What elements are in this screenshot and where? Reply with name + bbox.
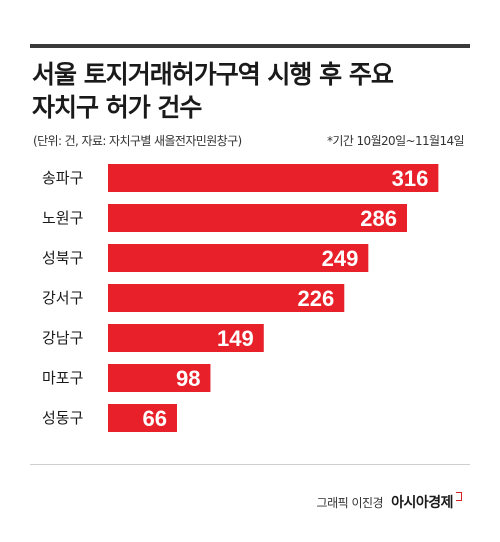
bar: [108, 284, 345, 312]
bar: [108, 244, 369, 272]
category-label: 성북구: [42, 249, 83, 267]
bottom-rule: [30, 464, 470, 465]
period-note: *기간 10월20일~11월14일: [327, 134, 465, 148]
source-note: (단위: 건, 자료: 자치구별 새올전자민원창구): [33, 134, 242, 148]
category-label: 마포구: [42, 369, 83, 387]
value-label: 286: [360, 206, 397, 231]
title-line-2: 자치구 허가 건수: [32, 93, 202, 122]
value-label: 316: [392, 166, 429, 191]
value-label: 98: [176, 366, 200, 391]
category-label: 송파구: [42, 169, 83, 187]
value-label: 149: [217, 326, 254, 351]
value-label: 226: [298, 286, 335, 311]
top-rule: [30, 44, 470, 48]
chart-title: 서울 토지거래허가구역 시행 후 주요 자치구 허가 건수: [32, 58, 472, 124]
bar: [108, 204, 407, 232]
brand-mark-icon: [456, 491, 462, 501]
bar: [108, 404, 177, 432]
category-label: 노원구: [42, 209, 83, 227]
credit-brand: 아시아경제: [391, 495, 453, 511]
bar: [108, 364, 211, 392]
value-label: 249: [322, 246, 359, 271]
credit: 그래픽 이진경 아시아경제: [316, 491, 462, 512]
category-label: 강서구: [42, 289, 83, 307]
category-label: 성동구: [42, 409, 83, 427]
value-label: 66: [143, 406, 167, 431]
category-label: 강남구: [42, 329, 83, 347]
title-line-1: 서울 토지거래허가구역 시행 후 주요: [32, 60, 394, 89]
credit-person: 그래픽 이진경: [316, 495, 384, 510]
bar: [108, 324, 264, 352]
bar: [108, 164, 439, 192]
